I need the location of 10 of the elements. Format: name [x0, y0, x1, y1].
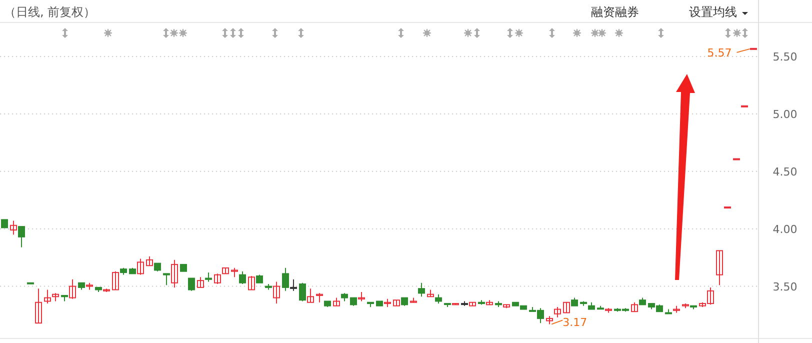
y-tick-label: 3.50 [772, 280, 798, 294]
y-tick-label: 5.00 [772, 108, 798, 121]
annotation: 3.17 [562, 316, 588, 330]
annotation: 5.57 [707, 46, 732, 60]
y-tick-label: 4.00 [772, 222, 798, 236]
text: 设置均线 [689, 5, 737, 19]
chart-title: （日线, 前复权） [4, 5, 96, 19]
y-tick-label: 4.50 [772, 165, 798, 178]
y-tick-label: 5.50 [772, 50, 798, 64]
text: 融资融券 [591, 5, 639, 19]
